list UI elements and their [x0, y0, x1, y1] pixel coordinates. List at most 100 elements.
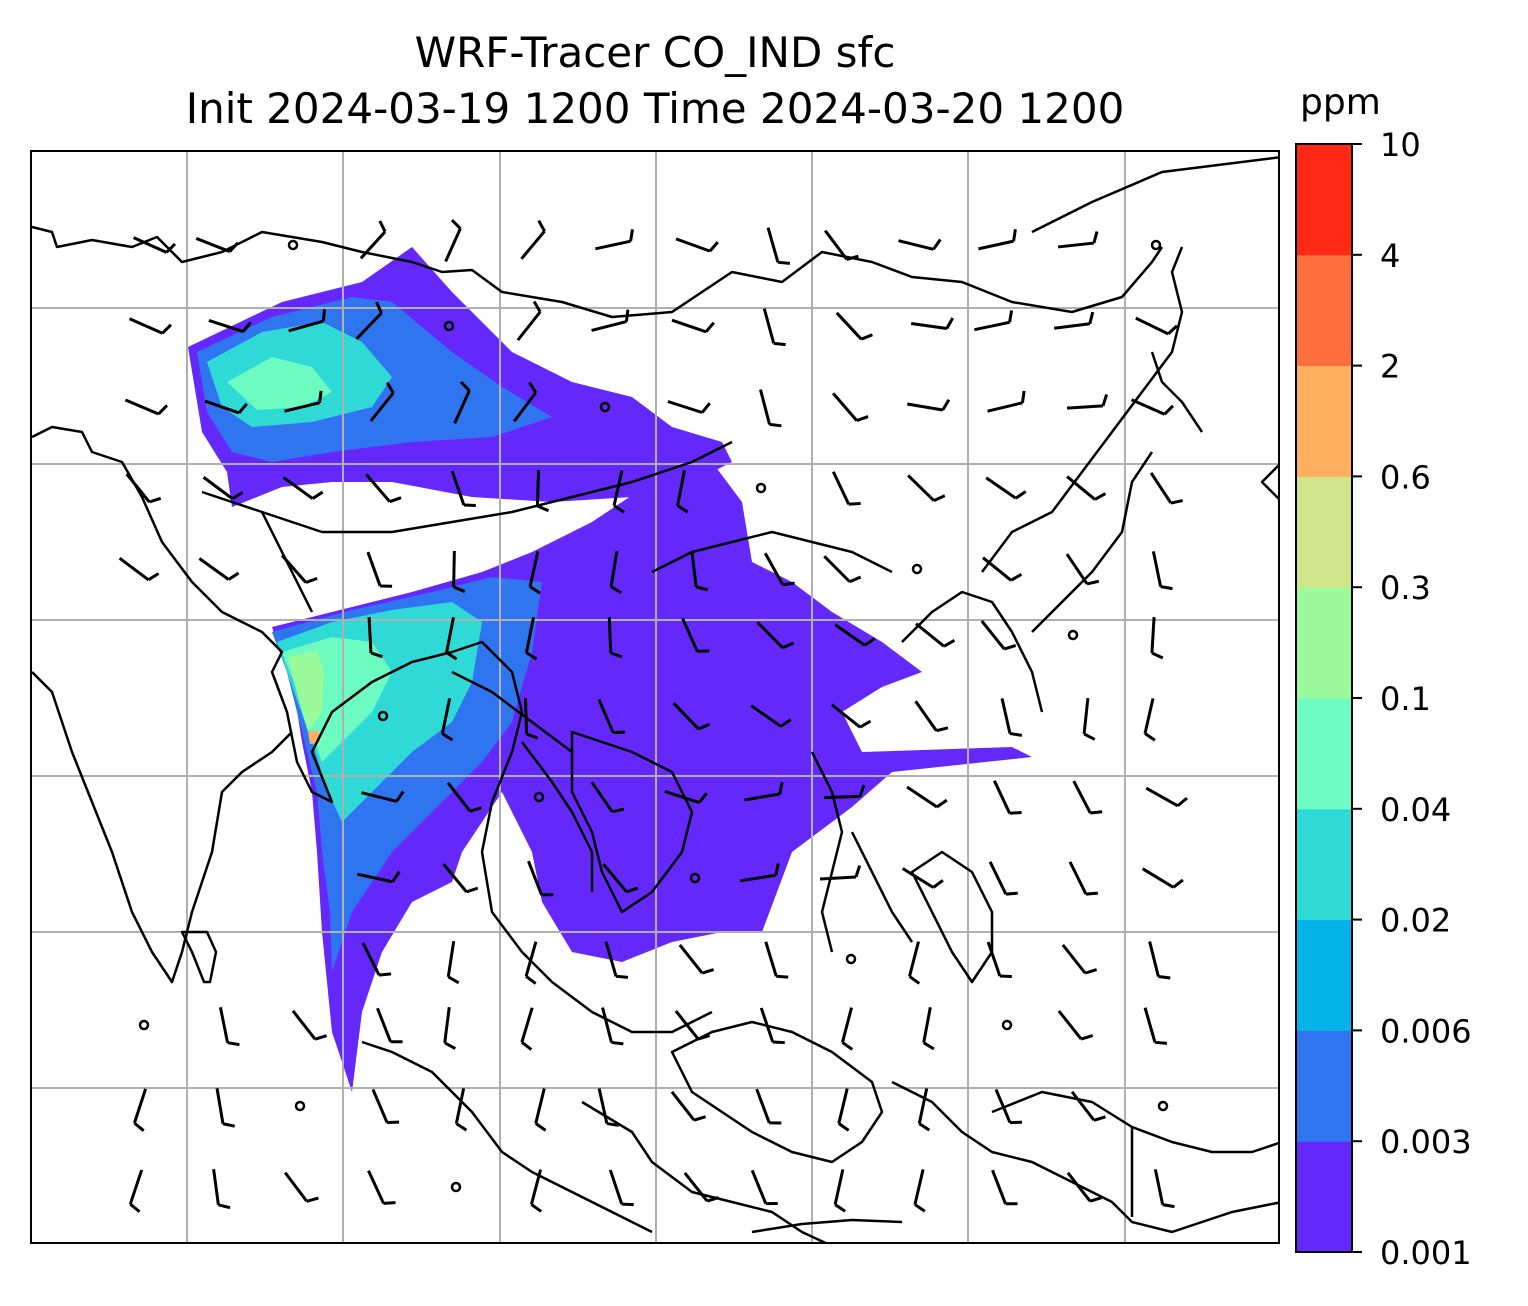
- wind-barb-flag: [391, 870, 401, 883]
- wind-barb-staff: [125, 473, 151, 503]
- wind-barb-flag: [445, 651, 458, 661]
- wind-barb-staff: [1061, 943, 1087, 975]
- wind-barb-flag: [708, 241, 719, 253]
- wind-barb-flag: [450, 218, 462, 230]
- wind-barb-flag: [941, 398, 951, 411]
- colorbar-tick-label: 4: [1380, 237, 1400, 275]
- wind-barb-flag: [1089, 1196, 1103, 1203]
- wind-barb-flag: [147, 572, 160, 582]
- wind-barb-staff: [523, 697, 529, 735]
- wind-barb-flag: [161, 323, 173, 335]
- coastlines: [32, 156, 1278, 1242]
- wind-barb-staff: [446, 940, 456, 978]
- wind-barb-staff: [1053, 322, 1091, 330]
- wind-barb-flag: [305, 576, 318, 584]
- wind-barb-flag: [859, 719, 872, 729]
- wind-barb-flag: [447, 975, 460, 985]
- wind-barb-flag: [782, 641, 795, 650]
- wind-barb-staff: [591, 320, 627, 332]
- wind-barb-staff: [670, 1090, 696, 1122]
- wind-barb-flag: [611, 1040, 624, 1046]
- wind-barb-staff: [764, 941, 778, 977]
- calm-wind-marker: [1067, 629, 1079, 641]
- wind-barb-staff: [985, 476, 1017, 500]
- wind-barb-flag: [306, 1196, 319, 1203]
- wind-barb-flag: [1085, 891, 1099, 896]
- wind-barb-staff: [369, 392, 395, 422]
- wind-barb-flag: [525, 975, 537, 985]
- wind-barb-flag: [701, 968, 715, 975]
- wind-barb-flag: [773, 341, 786, 347]
- colorbar-segment: [1296, 144, 1352, 256]
- calm-wind-marker: [287, 239, 299, 251]
- wind-barb-flag: [525, 651, 538, 661]
- wind-barb-flag: [779, 718, 792, 728]
- wind-barb-staff: [664, 790, 700, 804]
- wind-barb-flag: [231, 491, 244, 501]
- wind-barb-flag: [378, 972, 392, 977]
- wind-barb-staff: [922, 1007, 932, 1043]
- wind-barb-flag: [769, 422, 782, 428]
- wind-barb-staff: [837, 1088, 849, 1124]
- colorbar-tick-label: 0.006: [1380, 1012, 1472, 1050]
- wind-barb-staff: [590, 781, 614, 813]
- wind-barb-staff: [601, 1007, 613, 1043]
- wind-barb-staff: [361, 791, 397, 803]
- wind-barb-flag: [704, 321, 715, 333]
- wind-barb-flag: [455, 1122, 468, 1132]
- wind-barb-staff: [450, 470, 466, 506]
- calm-wind-marker: [294, 1100, 306, 1112]
- wind-barb-staff: [759, 1007, 775, 1043]
- wind-barb-flag: [444, 1041, 457, 1050]
- wind-barb-flag: [459, 380, 471, 392]
- wind-barb-staff: [204, 399, 240, 415]
- calm-wind-marker: [1150, 239, 1162, 251]
- map-panel[interactable]: [30, 150, 1280, 1244]
- wind-barb-staff: [1070, 1090, 1096, 1122]
- colorbar-tick-label: 0.003: [1380, 1123, 1472, 1161]
- wind-barb-flag: [606, 1122, 619, 1127]
- wind-barb-flag: [165, 242, 177, 254]
- wind-barb-staff: [986, 941, 1002, 977]
- wind-barb-staff: [978, 239, 1014, 251]
- wind-barb-staff: [762, 308, 776, 344]
- concentration-region: [288, 650, 324, 732]
- wind-barb-staff: [195, 237, 231, 253]
- wind-barb-staff: [907, 402, 943, 412]
- wind-barb-flag: [532, 300, 542, 313]
- wind-barb-staff: [830, 703, 862, 729]
- calm-wind-marker: [377, 710, 389, 722]
- colorbar-segment: [1296, 254, 1352, 367]
- wind-barb-staff: [823, 794, 861, 800]
- wind-barb-staff: [357, 872, 393, 884]
- colorbar-segment: [1296, 1141, 1352, 1253]
- wind-barb-flag: [848, 501, 861, 506]
- wind-barb-flag: [465, 886, 479, 894]
- wind-barb-staff: [823, 555, 851, 583]
- wind-barb-staff: [832, 392, 858, 422]
- calm-wind-marker: [599, 401, 611, 413]
- wind-barb-flag: [846, 254, 859, 261]
- wind-barb-staff: [1149, 472, 1173, 504]
- wind-barb-staff: [529, 1169, 543, 1205]
- wind-barb-flag: [626, 886, 639, 894]
- wind-barb-flag: [1086, 579, 1100, 586]
- wind-barb-staff: [667, 400, 703, 414]
- wind-barb-staff: [524, 941, 538, 977]
- wind-barb-staff: [676, 470, 686, 506]
- wind-barb-flag: [1010, 573, 1023, 582]
- wind-barb-staff: [365, 473, 391, 503]
- plot-subtitle: Init 2024-03-19 1200 Time 2024-03-20 120…: [185, 84, 1125, 133]
- wind-barb-staff: [208, 318, 244, 334]
- wind-barb-staff: [512, 391, 538, 423]
- wind-barb-flag: [1009, 811, 1022, 815]
- wind-barb-flag: [1084, 968, 1098, 975]
- wind-barb-flag: [148, 496, 162, 504]
- wind-barb-staff: [366, 551, 382, 587]
- wind-barb-flag: [237, 402, 248, 414]
- wind-barbs-layer: [118, 218, 1188, 1213]
- wind-barb-flag: [1003, 644, 1017, 651]
- wind-barb-flag: [311, 490, 324, 500]
- wind-barb-flag: [520, 1041, 533, 1051]
